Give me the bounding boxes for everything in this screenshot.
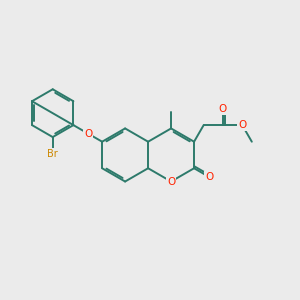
Text: O: O — [84, 129, 92, 139]
Text: O: O — [205, 172, 213, 182]
Text: O: O — [219, 104, 227, 114]
Text: O: O — [167, 176, 175, 187]
Text: Br: Br — [47, 148, 58, 159]
Text: O: O — [238, 120, 246, 130]
